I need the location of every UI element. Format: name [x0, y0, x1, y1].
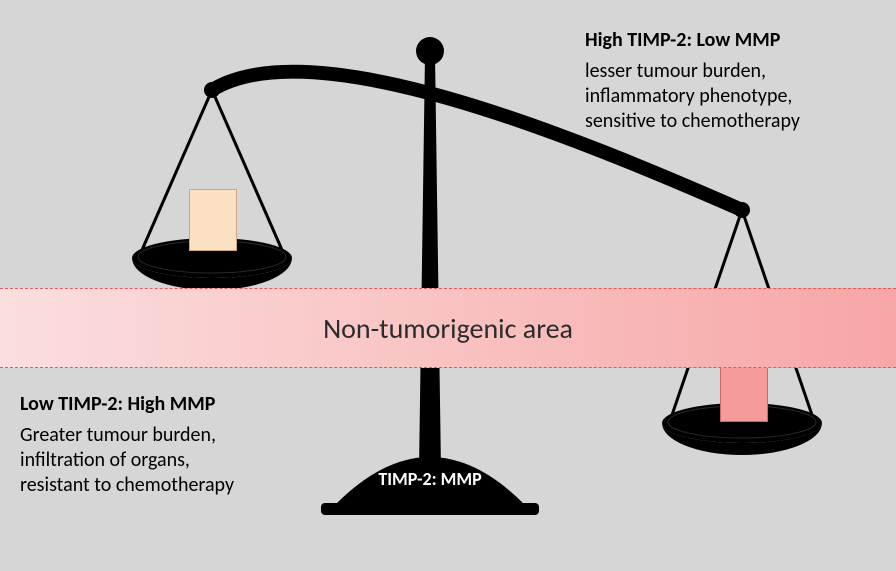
non-tumorigenic-band: Non-tumorigenic area	[0, 288, 896, 368]
base-label: TIMP-2: MMP	[340, 468, 520, 490]
band-label: Non-tumorigenic area	[323, 311, 573, 346]
low-timp-text: Low TIMP-2: High MMP Greater tumour burd…	[20, 392, 234, 498]
left-pan-block	[189, 189, 237, 251]
low-timp-title: Low TIMP-2: High MMP	[20, 392, 234, 417]
high-timp-text: High TIMP-2: Low MMP lesser tumour burde…	[585, 28, 800, 134]
high-timp-body: lesser tumour burden,inflammatory phenot…	[585, 59, 800, 134]
right-pan-block	[720, 362, 768, 422]
diagram-canvas: Non-tumorigenic area High TIMP-2: Low MM…	[0, 0, 896, 571]
low-timp-body: Greater tumour burden,infiltration of or…	[20, 423, 234, 498]
high-timp-title: High TIMP-2: Low MMP	[585, 28, 800, 53]
